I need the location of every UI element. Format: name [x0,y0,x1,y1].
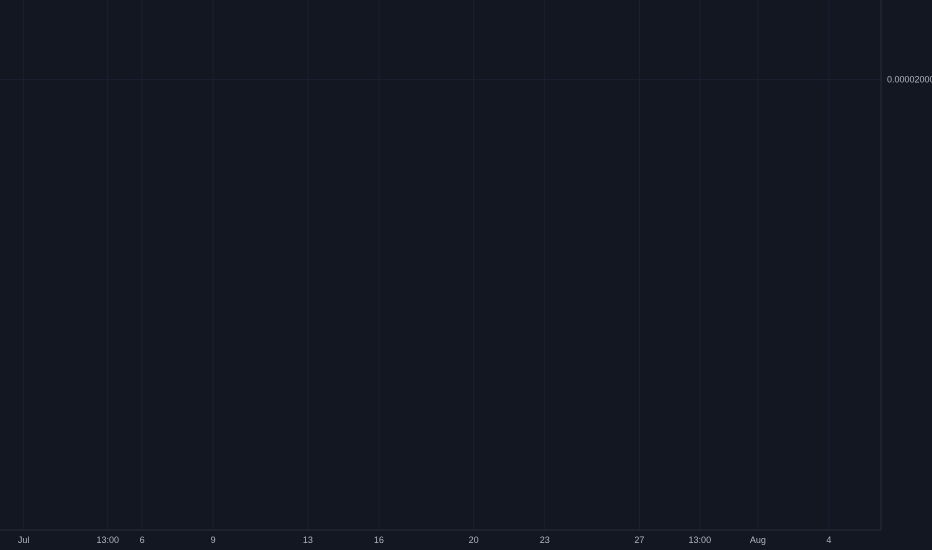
y-tick-label: 0.00002000 [887,75,932,85]
x-tick-label: 13:00 [689,535,712,545]
x-tick-label: Aug [750,535,766,545]
price-axis[interactable]: 0.000020000.000040000.000060000.00008000… [887,0,932,85]
x-tick-label: 13:00 [96,535,119,545]
x-tick-label: 20 [469,535,479,545]
x-tick-label: 4 [826,535,831,545]
x-tick-label: 27 [634,535,644,545]
x-tick-label: 9 [211,535,216,545]
x-tick-label: 6 [140,535,145,545]
grid [0,0,881,530]
x-tick-label: 13 [303,535,313,545]
x-tick-label: 16 [374,535,384,545]
x-tick-label: 23 [540,535,550,545]
x-tick-label: Jul [18,535,30,545]
time-axis[interactable]: Jul 13:00 6 9 13 16 20 23 27 13:00 Aug 4 [18,535,831,545]
